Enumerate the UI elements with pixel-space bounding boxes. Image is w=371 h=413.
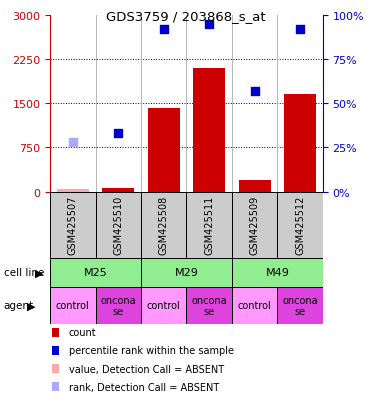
Bar	[57, 189, 89, 192]
Text: M29: M29	[174, 268, 198, 278]
Text: M49: M49	[265, 268, 289, 278]
Bar	[96, 192, 141, 258]
Bar	[50, 258, 141, 287]
Text: oncona
se: oncona se	[101, 295, 136, 316]
Point	[252, 88, 257, 95]
Bar	[232, 258, 323, 287]
Text: ▶: ▶	[35, 268, 44, 278]
Text: agent: agent	[4, 301, 34, 311]
Text: oncona
se: oncona se	[191, 295, 227, 316]
Text: control: control	[238, 301, 272, 311]
Bar	[102, 189, 134, 192]
Bar	[284, 95, 316, 192]
Text: percentile rank within the sample: percentile rank within the sample	[69, 346, 234, 356]
Text: rank, Detection Call = ABSENT: rank, Detection Call = ABSENT	[69, 382, 219, 392]
Text: GDS3759 / 203868_s_at: GDS3759 / 203868_s_at	[106, 10, 265, 23]
Bar	[187, 192, 232, 258]
Bar	[239, 180, 270, 192]
Point	[161, 26, 167, 33]
Bar	[50, 192, 96, 258]
Bar	[141, 287, 186, 324]
Bar	[278, 192, 323, 258]
Text: GSM425507: GSM425507	[68, 195, 78, 255]
Text: count: count	[69, 328, 96, 337]
Text: M25: M25	[83, 268, 108, 278]
Point	[70, 139, 76, 146]
Point	[115, 131, 121, 137]
Text: cell line: cell line	[4, 268, 44, 278]
Bar	[278, 287, 323, 324]
Text: oncona
se: oncona se	[282, 295, 318, 316]
Bar	[96, 287, 141, 324]
Bar	[148, 109, 180, 192]
Text: control: control	[147, 301, 181, 311]
Text: ▶: ▶	[27, 301, 35, 311]
Point	[206, 21, 212, 28]
Bar	[232, 287, 278, 324]
Bar	[187, 287, 232, 324]
Bar	[141, 258, 232, 287]
Bar	[50, 287, 96, 324]
Bar	[193, 69, 225, 192]
Text: GSM425511: GSM425511	[204, 195, 214, 255]
Text: GSM425508: GSM425508	[159, 195, 169, 255]
Text: GSM425509: GSM425509	[250, 195, 260, 255]
Text: GSM425510: GSM425510	[113, 195, 123, 255]
Text: GSM425512: GSM425512	[295, 195, 305, 255]
Bar	[232, 192, 278, 258]
Bar	[141, 192, 186, 258]
Text: value, Detection Call = ABSENT: value, Detection Call = ABSENT	[69, 364, 224, 374]
Point	[297, 26, 303, 33]
Text: control: control	[56, 301, 90, 311]
